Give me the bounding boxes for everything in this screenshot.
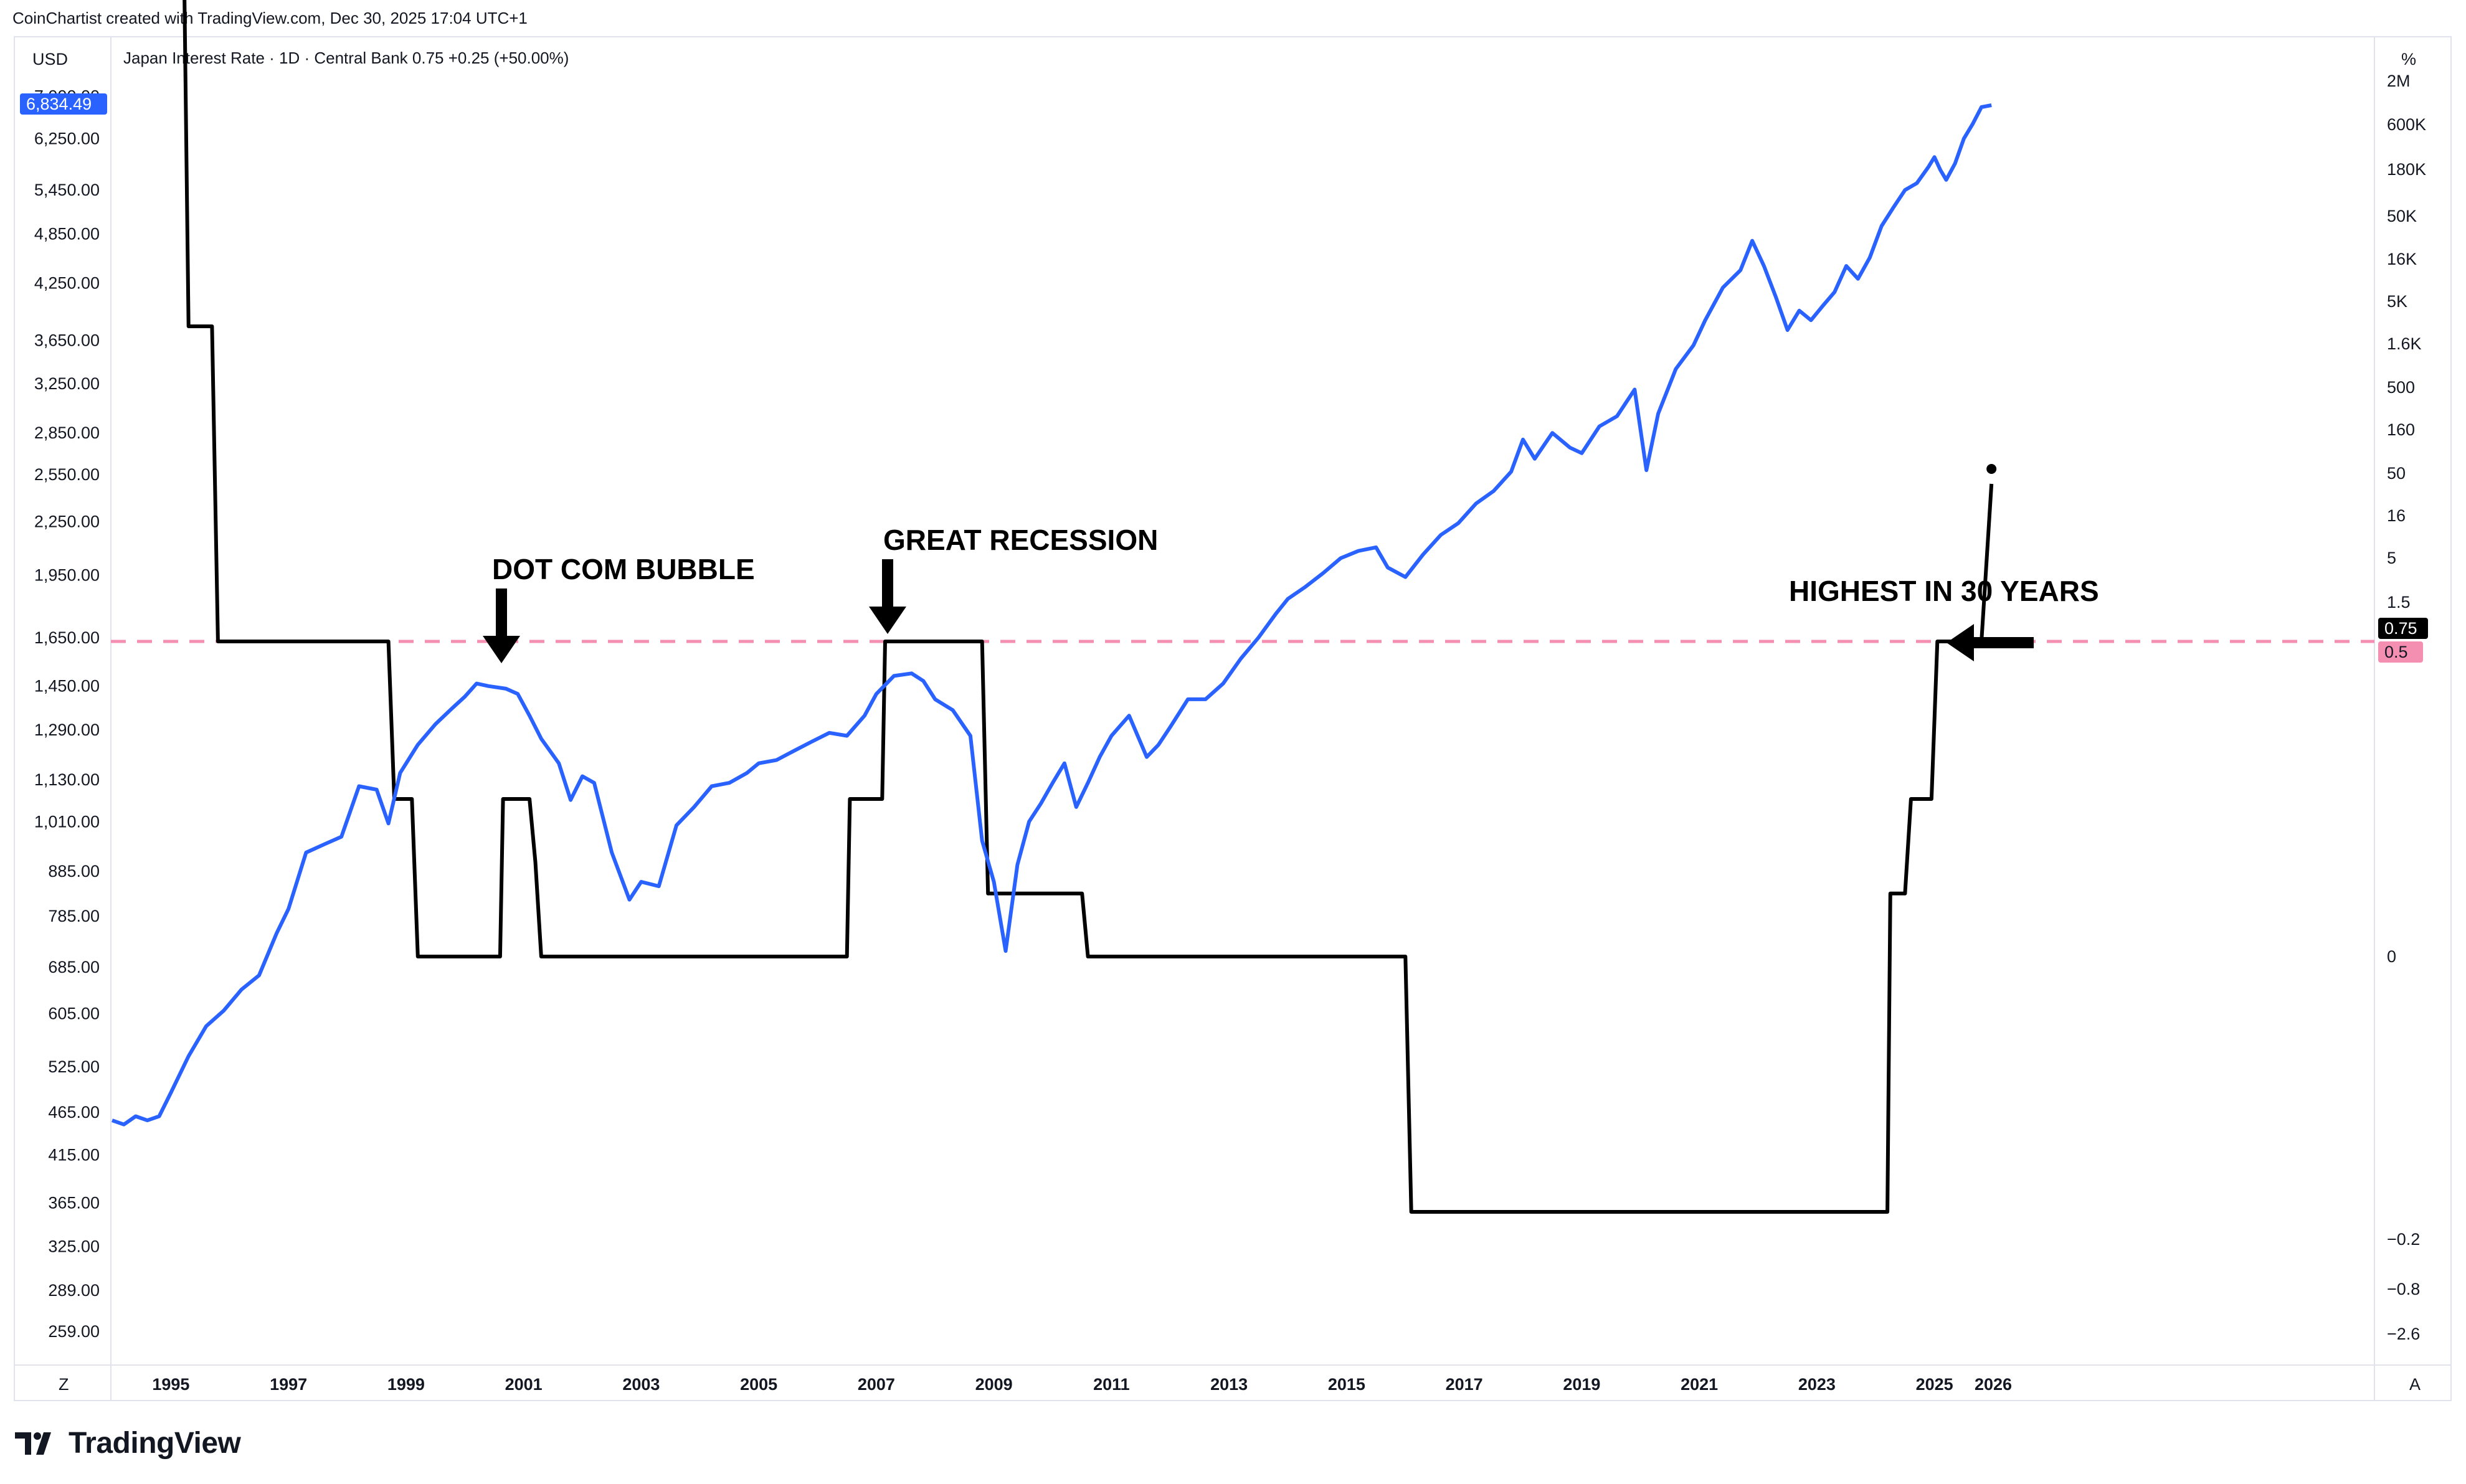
left-tick-label: 685.00 [48,958,100,976]
left-tick-label: 2,850.00 [34,423,100,442]
right-tick-label: 16 [2387,506,2406,525]
left-tick-label: 6,250.00 [34,130,100,148]
left-tick-label: 525.00 [48,1057,100,1076]
left-tick-label: 1,290.00 [34,721,100,739]
time-tick-label: 1997 [270,1375,307,1394]
annotation-label: GREAT RECESSION [883,524,1158,556]
right-tick-label: 500 [2387,378,2415,397]
left-tick-label: 1,130.00 [34,770,100,789]
annotation-arrow-head [483,636,520,663]
left-tick-label: 3,250.00 [34,374,100,393]
left-tick-label: 885.00 [48,862,100,881]
left-tick-label: 4,850.00 [34,224,100,243]
left-tick-label: 415.00 [48,1145,100,1164]
right-tick-label: 5 [2387,549,2396,567]
annotation-arrow-head [869,607,906,634]
zoom-button[interactable]: Z [59,1375,69,1394]
left-tick-label: 1,650.00 [34,628,100,647]
right-tick-label: 5K [2387,292,2407,311]
right-tick-label: 16K [2387,250,2417,268]
series-legend[interactable]: Japan Interest Rate · 1D · Central Bank … [123,49,569,67]
left-tick-label: 1,950.00 [34,565,100,584]
left-tick-label: 605.00 [48,1004,100,1023]
chart-frame [14,36,2452,1401]
left-tick-label: 2,550.00 [34,465,100,484]
left-tick-label: 785.00 [48,907,100,925]
left-tick-label: 3,650.00 [34,331,100,349]
right-tick-label: 160 [2387,420,2415,439]
annotation-arrow-shaft [496,588,507,638]
right-tick-label: 2M [2387,72,2411,90]
time-tick-label: 2026 [1975,1375,2012,1394]
time-tick-label: 2015 [1328,1375,1365,1394]
right-tick-label: 0 [2387,947,2396,966]
right-axis-ticks: 2M 600K 180K 50K 16K 5K 1.6K 500 160 50 16 5 1.5 0 −0.… [2387,72,2426,1343]
price-line [111,103,1992,1127]
left-axis-currency[interactable]: USD [32,50,68,69]
time-tick-label: 2011 [1093,1375,1130,1394]
time-tick-label: 2023 [1798,1375,1836,1394]
annotation-arrow-head [1947,624,1974,661]
left-tick-label: 259.00 [48,1322,100,1341]
left-tick-label: 325.00 [48,1237,100,1256]
left-tick-label: 1,010.00 [34,812,100,831]
chart-annotations: DOT COM BUBBLE GREAT RECESSION HIGHEST IN … [483,524,2099,663]
tradingview-logo-icon [15,1432,51,1455]
value-badge-label: 6,834.49 [26,95,92,113]
right-tick-label: 1.6K [2387,334,2422,353]
time-tick-label: 2019 [1563,1375,1600,1394]
time-tick-label: 2009 [975,1375,1013,1394]
tradingview-wordmark: TradingView [69,1427,241,1460]
interest-rate-line [183,0,1994,1214]
left-tick-label: 289.00 [48,1281,100,1300]
left-tick-label: 4,250.00 [34,274,100,293]
right-tick-label: −0.8 [2387,1280,2420,1298]
time-tick-label: 2007 [858,1375,895,1394]
annotation-arrow-shaft [1959,637,2034,648]
left-tick-label: 365.00 [48,1194,100,1212]
left-tick-label: 5,450.00 [34,181,100,199]
time-tick-label: 2025 [1916,1375,1953,1394]
value-badge-bg [2378,641,2423,663]
left-tick-label: 1,450.00 [34,677,100,696]
annotation-arrow-shaft [882,559,893,609]
annotation-label: HIGHEST IN 30 YEARS [1789,575,2099,607]
right-tick-label: −0.2 [2387,1230,2420,1249]
time-tick-label: 2001 [505,1375,543,1394]
value-badge-label: 0.75 [2384,619,2417,638]
left-axis-ticks: 7,000.006,250.005,450.004,850.004,250.00… [34,87,100,1341]
right-axis-unit[interactable]: % [2401,50,2416,69]
right-tick-label: 50 [2387,464,2406,483]
time-tick-label: 1999 [387,1375,425,1394]
auto-scale-button[interactable]: A [2409,1375,2421,1394]
right-tick-label: 50K [2387,207,2417,225]
time-tick-label: 2005 [740,1375,777,1394]
right-tick-label: 1.5 [2387,593,2411,612]
right-tick-label: 600K [2387,115,2426,134]
right-tick-label: −2.6 [2387,1325,2420,1343]
time-tick-label: 2017 [1446,1375,1483,1394]
left-tick-label: 465.00 [48,1103,100,1122]
value-badge-bg [2378,618,2428,639]
chart-credit: CoinChartist created with TradingView.co… [12,9,528,27]
tradingview-branding[interactable]: TradingView [15,1426,241,1460]
rate-last-point [1986,464,1997,474]
time-tick-label: 2013 [1210,1375,1248,1394]
time-tick-label: 2021 [1681,1375,1718,1394]
annotation-label: DOT COM BUBBLE [492,553,755,585]
time-axis-ticks: 1995 1997 1999 2001 2003 2005 2007 2009 2011 2013… [152,1375,2012,1394]
left-tick-label: 2,250.00 [34,512,100,531]
right-tick-label: 180K [2387,160,2426,179]
value-badge-label: 0.5 [2384,643,2408,661]
value-badge-bg [20,93,107,115]
value-badges: 6,834.49 0.75 0.5 [20,93,2428,663]
time-tick-label: 2003 [622,1375,660,1394]
time-tick-label: 1995 [152,1375,189,1394]
